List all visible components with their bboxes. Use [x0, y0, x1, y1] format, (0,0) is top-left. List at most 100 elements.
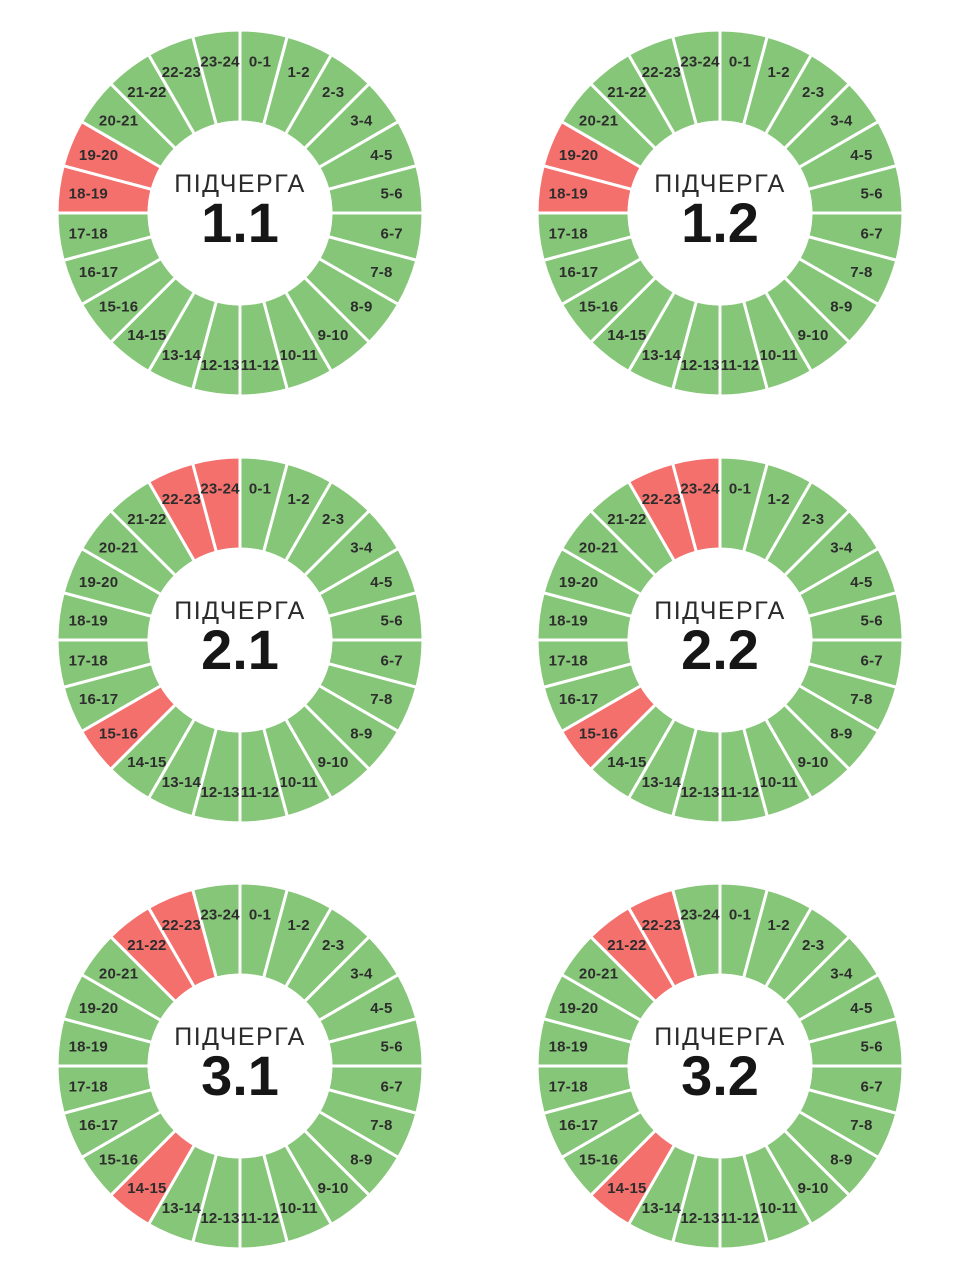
hour-label: 23-24 — [200, 480, 240, 497]
hour-label: 13-14 — [162, 773, 202, 790]
hour-label: 21-22 — [607, 511, 646, 528]
hour-label: 10-11 — [279, 773, 318, 790]
hour-label: 14-15 — [607, 327, 646, 344]
hour-label: 14-15 — [127, 327, 166, 344]
hour-label: 20-21 — [579, 112, 618, 129]
hour-label: 10-11 — [279, 1200, 318, 1217]
donut-chart-pidcherha-1-1: 0-1 1-2 2-3 3-4 4-5 5-6 6-7 7-8 8-9 9-10 10-11 11-1… — [0, 0, 480, 426]
hour-label: 21-22 — [127, 511, 166, 528]
hour-label: 18-19 — [549, 612, 588, 629]
hour-label: 15-16 — [99, 299, 138, 316]
hour-label: 5-6 — [381, 612, 403, 629]
hour-label: 8-9 — [830, 725, 852, 742]
hour-label: 19-20 — [79, 1000, 118, 1017]
hour-label: 16-17 — [559, 691, 598, 708]
hour-label: 4-5 — [370, 573, 392, 590]
hour-label: 0-1 — [729, 480, 751, 497]
hour-label: 11-12 — [721, 1210, 760, 1227]
hour-label: 10-11 — [759, 773, 798, 790]
hour-label: 19-20 — [559, 147, 598, 164]
hour-label: 7-8 — [850, 1117, 872, 1134]
hour-label: 13-14 — [642, 347, 682, 364]
hour-label: 18-19 — [69, 185, 108, 202]
donut-chart-pidcherha-2-2: 0-1 1-2 2-3 3-4 4-5 5-6 6-7 7-8 8-9 9-10 10-11 11-1… — [480, 427, 960, 853]
hour-segment-23-24-on — [670, 28, 722, 127]
hour-label: 20-21 — [99, 539, 138, 556]
chart-center-title: ПІДЧЕРГА — [654, 597, 786, 625]
hour-label: 22-23 — [162, 491, 201, 508]
hour-label: 2-3 — [802, 84, 824, 101]
hour-label: 22-23 — [162, 917, 201, 934]
hour-label: 5-6 — [381, 185, 403, 202]
hour-label: 6-7 — [861, 652, 883, 669]
chart-center-title: ПІДЧЕРГА — [654, 170, 786, 198]
hour-label: 16-17 — [559, 264, 598, 281]
hour-label: 9-10 — [798, 1180, 829, 1197]
hour-label: 17-18 — [549, 652, 588, 669]
hour-label: 0-1 — [249, 480, 271, 497]
hour-label: 15-16 — [99, 1152, 138, 1169]
donut-chart-svg: 0-1 1-2 2-3 3-4 4-5 5-6 6-7 7-8 8-99-1010-1111-1… — [535, 28, 905, 398]
donut-chart-pidcherha-3-1: 0-1 1-2 2-3 3-4 4-5 5-6 6-7 7-8 8-9 9-10 10-11 11-1… — [0, 853, 480, 1279]
hour-label: 21-22 — [127, 937, 166, 954]
hour-label: 4-5 — [850, 147, 872, 164]
hour-segment-23-24-off — [190, 455, 242, 554]
hour-label: 2-3 — [322, 511, 344, 528]
hour-label: 16-17 — [79, 1117, 118, 1134]
hour-label: 2-3 — [802, 511, 824, 528]
hour-label: 13-14 — [162, 1200, 202, 1217]
hour-label: 19-20 — [559, 1000, 598, 1017]
hour-label: 20-21 — [99, 966, 138, 983]
hour-label: 7-8 — [850, 691, 872, 708]
chart-center-value: 1.2 — [681, 191, 759, 254]
hour-label: 12-13 — [680, 1210, 719, 1227]
hour-label: 17-18 — [549, 1079, 588, 1096]
hour-label: 17-18 — [549, 225, 588, 242]
hour-label: 7-8 — [370, 691, 392, 708]
hour-label: 10-11 — [279, 347, 318, 364]
hour-label: 3-4 — [350, 966, 373, 983]
hour-label: 13-14 — [642, 1200, 682, 1217]
hour-label: 11-12 — [241, 357, 280, 374]
hour-label: 1-2 — [767, 64, 789, 81]
hour-label: 17-18 — [69, 225, 108, 242]
hour-label: 8-9 — [830, 1152, 852, 1169]
hour-label: 20-21 — [579, 539, 618, 556]
hour-label: 17-18 — [69, 1079, 108, 1096]
hour-label: 14-15 — [127, 1180, 166, 1197]
chart-center-title: ПІДЧЕРГА — [174, 1023, 306, 1051]
chart-center-title: ПІДЧЕРГА — [174, 170, 306, 198]
hour-label: 6-7 — [381, 1079, 403, 1096]
donut-chart-svg: 0-1 1-2 2-3 3-4 4-5 5-6 6-7 7-8 8-99-1010-1111-1… — [55, 28, 425, 398]
hour-segment-23-24-on — [670, 881, 722, 981]
hour-label: 13-14 — [642, 773, 682, 790]
hour-label: 3-4 — [830, 539, 853, 556]
hour-label: 6-7 — [381, 652, 403, 669]
donut-chart-svg: 0-1 1-2 2-3 3-4 4-5 5-6 6-7 7-8 8-99-1010-1111-1… — [535, 455, 905, 825]
hour-label: 21-22 — [607, 937, 646, 954]
hour-label: 1-2 — [287, 64, 309, 81]
hour-label: 11-12 — [721, 784, 760, 801]
hour-label: 16-17 — [79, 691, 118, 708]
hour-label: 22-23 — [642, 917, 681, 934]
hour-label: 11-12 — [241, 784, 280, 801]
hour-label: 8-9 — [350, 1152, 372, 1169]
hour-label: 18-19 — [69, 1039, 108, 1056]
hour-label: 15-16 — [579, 1152, 618, 1169]
hour-label: 19-20 — [79, 147, 118, 164]
hour-label: 12-13 — [680, 357, 719, 374]
hour-label: 3-4 — [830, 966, 853, 983]
hour-label: 2-3 — [322, 937, 344, 954]
hour-label: 22-23 — [642, 64, 681, 81]
hour-label: 3-4 — [350, 539, 373, 556]
hour-label: 20-21 — [579, 966, 618, 983]
hour-label: 0-1 — [249, 54, 271, 71]
donut-chart-svg: 0-1 1-2 2-3 3-4 4-5 5-6 6-7 7-8 8-99-1010-1111-1… — [55, 881, 425, 1251]
donut-chart-svg: 0-1 1-2 2-3 3-4 4-5 5-6 6-7 7-8 8-99-1010-1111-1… — [55, 455, 425, 825]
hour-label: 0-1 — [249, 907, 271, 924]
hour-label: 6-7 — [381, 225, 403, 242]
hour-label: 1-2 — [287, 491, 309, 508]
hour-label: 23-24 — [680, 907, 720, 924]
hour-label: 0-1 — [729, 907, 751, 924]
hour-label: 4-5 — [370, 147, 392, 164]
